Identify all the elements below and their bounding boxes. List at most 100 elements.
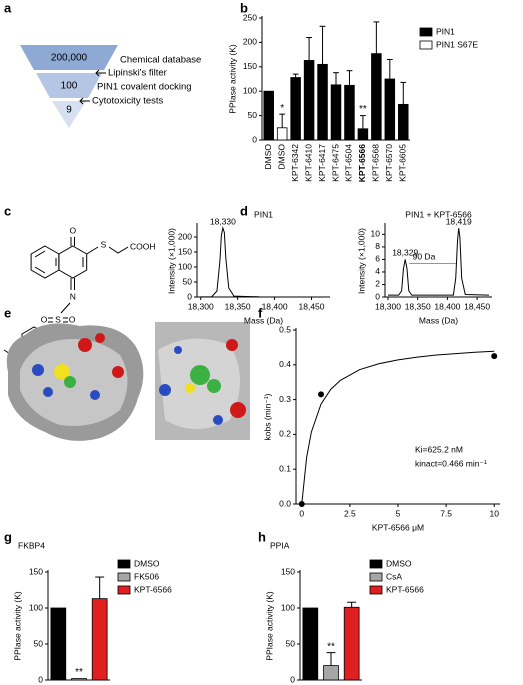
legend-swatch (117, 585, 131, 595)
residue (32, 364, 44, 376)
y-tick-label: 8 (375, 241, 380, 251)
chart-title: PIN1 (254, 209, 273, 219)
peak-label: 18,419 (446, 216, 472, 226)
bar (317, 63, 328, 141)
x-tick-label: DMSO (263, 144, 273, 170)
x-tick-label: KPT-6475 (330, 144, 340, 182)
atom: O (41, 314, 48, 324)
y-tick-label: 100 (243, 85, 257, 95)
legend-swatch (369, 585, 383, 595)
y-tick-label: 0.2 (279, 429, 291, 439)
ligand (54, 364, 70, 380)
ligand (207, 379, 221, 393)
funnel-level (52, 101, 86, 128)
y-tick-label: 150 (243, 61, 257, 71)
bar (384, 78, 396, 141)
legend-label: PIN1 S67E (436, 39, 478, 49)
legend-label: DMSO (386, 558, 412, 568)
atom: N (70, 291, 76, 301)
peak-label: 18,330 (210, 216, 236, 226)
bond (48, 317, 68, 323)
residue (159, 384, 171, 396)
legend-swatch (419, 40, 433, 50)
y-tick-label: 0 (375, 291, 380, 301)
bond (60, 302, 71, 314)
funnel-step: PIN1 covalent docking (97, 82, 192, 93)
legend-label: KPT-6566 (386, 584, 424, 594)
panel-label: g (4, 529, 12, 544)
atom: O (69, 314, 76, 324)
x-tick-label: 18,350 (405, 301, 431, 311)
x-axis-label: Mass (Da) (419, 315, 458, 325)
bar (302, 607, 319, 681)
legend-label: KPT-6566 (134, 584, 172, 594)
bar (290, 77, 301, 141)
residue (174, 346, 182, 354)
atom: S (101, 239, 107, 249)
bond (86, 246, 129, 255)
x-tick-label: 10 (489, 508, 499, 518)
fit-curve (301, 350, 495, 505)
y-tick-label: 0 (252, 134, 257, 144)
y-axis-label: kobs (min⁻¹) (262, 393, 272, 440)
residue (95, 333, 105, 343)
x-tick-label: KPT-6568 (371, 144, 381, 182)
residue (226, 339, 238, 351)
y-tick-label: 100 (178, 261, 192, 271)
x-tick-label: KPT-6417 (317, 144, 327, 182)
panel-label: b (240, 0, 248, 15)
legend-swatch (419, 27, 433, 37)
y-tick-label: 0 (290, 674, 295, 684)
bar (276, 127, 288, 141)
x-tick-label: 18,300 (188, 301, 214, 311)
legend-swatch (369, 572, 383, 582)
bond (70, 237, 75, 246)
atom: S (55, 314, 61, 324)
protein-surface (6, 322, 250, 441)
bar (398, 103, 409, 141)
panel-label: d (240, 203, 248, 218)
y-tick-label: 0.3 (279, 394, 291, 404)
residue (43, 387, 53, 397)
y-axis-label: Intensity (×1,000) (166, 228, 176, 294)
y-tick-label: 0.0 (279, 498, 291, 508)
panel-label: e (4, 305, 11, 320)
residue (90, 390, 100, 400)
y-tick-label: 50 (183, 276, 193, 286)
x-tick-label: KPT-6342 (290, 144, 300, 182)
x-tick-label: 18,400 (434, 301, 460, 311)
funnel-count: 9 (66, 105, 72, 116)
y-tick-label: 0.5 (279, 324, 291, 334)
bar (330, 84, 342, 141)
data-point (318, 391, 325, 398)
bar (343, 606, 360, 681)
y-tick-label: 150 (178, 246, 192, 256)
residue (78, 338, 92, 352)
x-tick-label: KPT-6605 (398, 144, 408, 182)
x-axis-label: Mass (Da) (244, 315, 283, 325)
significance: ** (327, 641, 335, 652)
y-tick-label: 0.1 (279, 463, 291, 473)
funnel-count: 100 (61, 81, 78, 92)
atom: O (69, 225, 76, 235)
x-tick-label: KPT-6410 (303, 144, 313, 182)
data-point (491, 353, 498, 360)
y-tick-label: 200 (178, 231, 192, 241)
x-tick-label: 0 (299, 508, 304, 518)
mass-shift-label: 90 Da (413, 252, 436, 262)
panel-label: h (258, 529, 266, 544)
legend-label: FK506 (134, 571, 159, 581)
legend-label: CsA (386, 571, 402, 581)
arrow (95, 69, 106, 77)
bar (50, 607, 67, 681)
y-tick-label: 50 (286, 638, 296, 648)
residue (213, 415, 223, 425)
ring (30, 245, 60, 279)
x-tick-label: 18,300 (375, 301, 401, 311)
arrow (79, 97, 90, 105)
funnel-step: Chemical database (120, 55, 201, 66)
chart-title: PPIA (270, 540, 290, 550)
y-tick-label: 4 (375, 266, 380, 276)
funnel: 200,000 100 9 Chemical database Lipinski… (20, 45, 201, 128)
panel-label: f (258, 305, 263, 320)
